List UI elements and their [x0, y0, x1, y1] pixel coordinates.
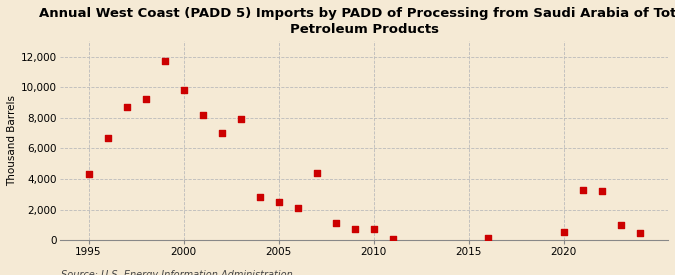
Point	[634, 231, 645, 235]
Point	[596, 189, 607, 193]
Point	[197, 112, 208, 117]
Point	[235, 117, 246, 122]
Title: Annual West Coast (PADD 5) Imports by PADD of Processing from Saudi Arabia of To: Annual West Coast (PADD 5) Imports by PA…	[38, 7, 675, 36]
Point	[216, 131, 227, 135]
Point	[349, 226, 360, 231]
Point	[387, 237, 398, 241]
Point	[368, 227, 379, 232]
Point	[292, 206, 303, 210]
Point	[615, 223, 626, 227]
Point	[140, 97, 151, 101]
Point	[83, 172, 94, 177]
Point	[330, 221, 341, 226]
Point	[121, 105, 132, 109]
Text: Source: U.S. Energy Information Administration: Source: U.S. Energy Information Administ…	[61, 271, 292, 275]
Y-axis label: Thousand Barrels: Thousand Barrels	[7, 95, 17, 186]
Point	[558, 230, 569, 235]
Point	[159, 59, 170, 63]
Point	[102, 135, 113, 140]
Point	[254, 195, 265, 199]
Point	[311, 170, 322, 175]
Point	[482, 236, 493, 240]
Point	[178, 88, 189, 92]
Point	[577, 188, 588, 192]
Point	[273, 200, 284, 204]
